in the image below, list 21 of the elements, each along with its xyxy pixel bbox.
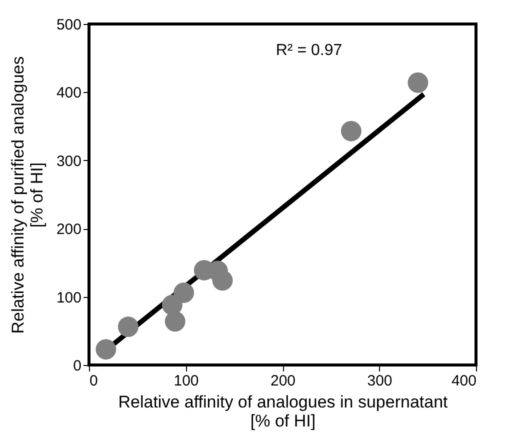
point [164,311,186,332]
point [96,339,116,360]
point [340,120,362,142]
point [174,282,194,303]
x-tick-label: 200 [270,372,296,390]
y-tick-label: 200 [56,221,82,238]
y-tick-label: 0 [73,358,82,374]
x-tick-label: 100 [174,372,199,390]
y-tick-label: 500 [56,16,82,34]
point [118,316,138,338]
annotation: R² = 0.97 [276,42,342,59]
y-tick-label: 100 [56,289,82,306]
y-tick-label: 300 [56,152,82,170]
x-tick-label: 400 [451,372,476,390]
y-tick-label: 400 [56,84,82,102]
point [408,72,428,93]
x-axis-title: Relative affinity of analogues in supernatant [% of HI] [118,392,448,430]
x-tick-label: 300 [367,372,392,390]
x-tick-label: 0 [90,372,98,390]
point [212,270,233,291]
y-axis-title: Relative affinity of purified analogues [% of HI] [8,56,46,334]
